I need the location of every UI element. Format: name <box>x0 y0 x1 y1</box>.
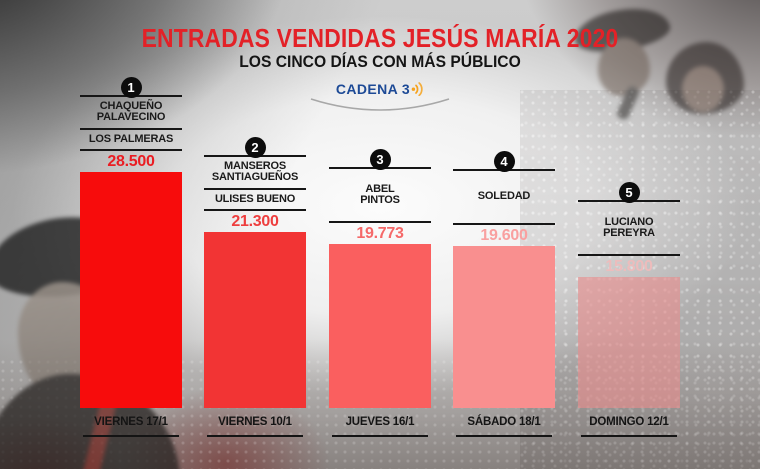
date-area: VIERNES 17/1 <box>80 408 182 469</box>
rank-badge: 1 <box>120 76 142 98</box>
divider-line <box>204 209 306 211</box>
ticket-sales-bar <box>80 172 182 408</box>
logo-arc-decoration <box>0 96 760 123</box>
divider-line <box>80 127 182 130</box>
divider-line <box>329 221 431 223</box>
ticket-sales-bar <box>204 232 306 408</box>
rank-number: 2 <box>251 139 259 155</box>
date-area: VIERNES 10/1 <box>204 408 306 469</box>
date-area: SÁBADO 18/1 <box>453 408 555 469</box>
tickets-sold-value: 19.773 <box>356 225 404 242</box>
rank-badge: 5 <box>618 182 640 203</box>
rank-number: 1 <box>127 79 135 95</box>
ticket-sales-bar <box>329 244 431 408</box>
artist-name-secondary: ULISES BUENO <box>214 192 296 205</box>
date-underline <box>207 435 303 437</box>
artist-name-primary: LUCIANO PEREYRA <box>603 215 655 239</box>
chart-column: 2 MANSEROS SANTIAGUEÑOS ULISES BUENO 21.… <box>204 0 306 469</box>
chart-column: 5 LUCIANO PEREYRA 15.800 DOMINGO 12/1 <box>578 0 680 469</box>
date-label: VIERNES 17/1 <box>94 416 168 428</box>
cadena3-logo: CADENA 3 <box>0 80 760 98</box>
divider-line <box>453 223 555 225</box>
chart-column: 4 SOLEDAD 19.600 SÁBADO 18/1 <box>453 0 555 469</box>
tickets-sold-value: 19.600 <box>480 227 528 244</box>
artist-name-primary: ABEL PINTOS <box>360 182 400 206</box>
chart-column: 3 ABEL PINTOS 19.773 JUEVES 16/1 <box>329 0 431 469</box>
date-label: SÁBADO 18/1 <box>467 416 541 428</box>
face-silhouette <box>682 66 724 112</box>
date-label: JUEVES 16/1 <box>345 416 415 428</box>
chart-column: 1 CHAQUEÑO PALAVECINO LOS PALMERAS 28.50… <box>80 0 182 469</box>
rank-badge: 4 <box>493 151 515 172</box>
artist-name-primary: SOLEDAD <box>477 190 531 203</box>
date-label: VIERNES 10/1 <box>218 416 292 428</box>
sound-wave-icon <box>411 82 423 97</box>
ticket-sales-bar <box>453 246 555 408</box>
cadena3-logo-text: CADENA 3 <box>335 80 411 97</box>
divider-line <box>80 149 182 151</box>
artist-name-primary: CHAQUEÑO PALAVECINO <box>96 99 166 123</box>
duo-photo-top-right <box>570 0 760 150</box>
date-underline <box>83 435 179 437</box>
divider-line <box>204 187 306 190</box>
rank-number: 4 <box>500 154 508 169</box>
page-title: ENTRADAS VENDIDAS JESÚS MARÍA 2020 <box>141 23 619 53</box>
rank-badge: 3 <box>369 149 391 170</box>
ticket-sales-bar <box>578 277 680 408</box>
face-silhouette <box>598 38 650 96</box>
artist-name-secondary: LOS PALMERAS <box>88 132 174 145</box>
date-underline <box>456 435 552 437</box>
rank-number: 3 <box>376 152 384 167</box>
tickets-sold-value: 21.300 <box>231 213 279 230</box>
date-label: DOMINGO 12/1 <box>589 416 669 428</box>
date-area: JUEVES 16/1 <box>329 408 431 469</box>
rank-number: 5 <box>625 185 633 200</box>
date-underline <box>581 435 677 437</box>
rank-badge: 2 <box>244 136 266 158</box>
tickets-sold-value: 28.500 <box>107 153 155 170</box>
date-underline <box>332 435 428 437</box>
divider-line <box>578 254 680 256</box>
header: ENTRADAS VENDIDAS JESÚS MARÍA 2020 LOS C… <box>0 25 760 71</box>
page-subtitle: LOS CINCO DÍAS CON MÁS PÚBLICO <box>239 52 521 71</box>
tickets-sold-value: 15.800 <box>605 258 653 275</box>
date-area: DOMINGO 12/1 <box>578 408 680 469</box>
artist-name-primary: MANSEROS SANTIAGUEÑOS <box>211 159 299 183</box>
